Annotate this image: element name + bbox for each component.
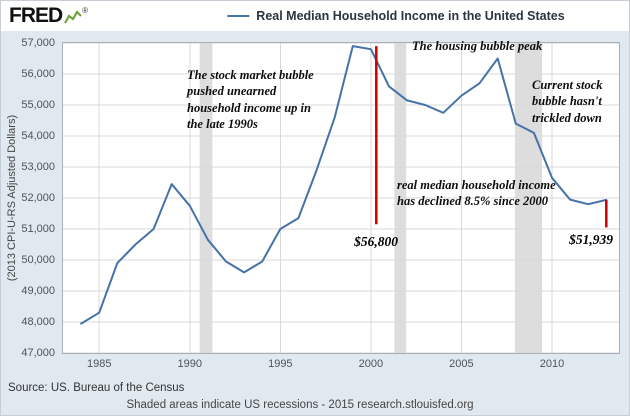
y-axis-tick-label: 55,000: [21, 98, 55, 111]
current-value-label: $51,939: [569, 232, 613, 247]
fred-logo-text: FRED: [9, 4, 63, 27]
x-axis-tick-label: 2010: [539, 358, 565, 370]
y-axis-tick-label: 51,000: [21, 222, 55, 235]
recession-note: Shaded areas indicate US recessions - 20…: [126, 399, 474, 411]
y-axis-tick-label: 57,000: [21, 36, 55, 49]
source-note: Source: US. Bureau of the Census: [8, 382, 185, 394]
chart-header: FRED ® Real Median Household Income in t…: [1, 1, 629, 31]
registered-trademark: ®: [82, 6, 89, 15]
y-axis-tick-label: 52,000: [21, 191, 55, 204]
x-axis-tick-label: 2000: [358, 358, 384, 370]
plot-area[interactable]: [62, 42, 620, 354]
annotation-income-declined: real median household income has decline…: [397, 178, 556, 209]
annotation-stock-bubble: The stock market bubble pushed unearned …: [187, 68, 314, 131]
x-axis-tick-label: 1990: [177, 358, 202, 370]
y-axis-tick-label: 50,000: [21, 253, 55, 266]
y-axis-tick-label: 47,000: [21, 346, 55, 359]
x-axis-tick-label: 2005: [449, 358, 474, 370]
annotation-current-bubble: Current stock bubble hasn't trickled dow…: [532, 78, 603, 125]
chart-legend[interactable]: Real Median Household Income in the Unit…: [227, 1, 565, 31]
x-axis-tick-label: 1995: [268, 358, 293, 370]
y-axis-tick-label: 53,000: [21, 160, 55, 173]
fred-logo[interactable]: FRED ®: [9, 1, 88, 31]
line-chart-canvas: [63, 43, 619, 353]
y-axis-tick-label: 48,000: [21, 315, 55, 328]
y-axis-tick-label: 54,000: [21, 129, 55, 142]
y-axis-tick-label: 56,000: [21, 67, 55, 80]
x-axis-tick-label: 1985: [86, 358, 112, 370]
legend-series-label: Real Median Household Income in the Unit…: [256, 9, 565, 23]
annotation-housing-peak: The housing bubble peak: [412, 39, 543, 53]
y-axis-tick-label: 49,000: [21, 284, 55, 297]
legend-line-sample-icon: [227, 15, 250, 17]
fred-logo-sparkline-icon: [64, 9, 82, 24]
peak-value-label: $56,800: [354, 234, 398, 249]
